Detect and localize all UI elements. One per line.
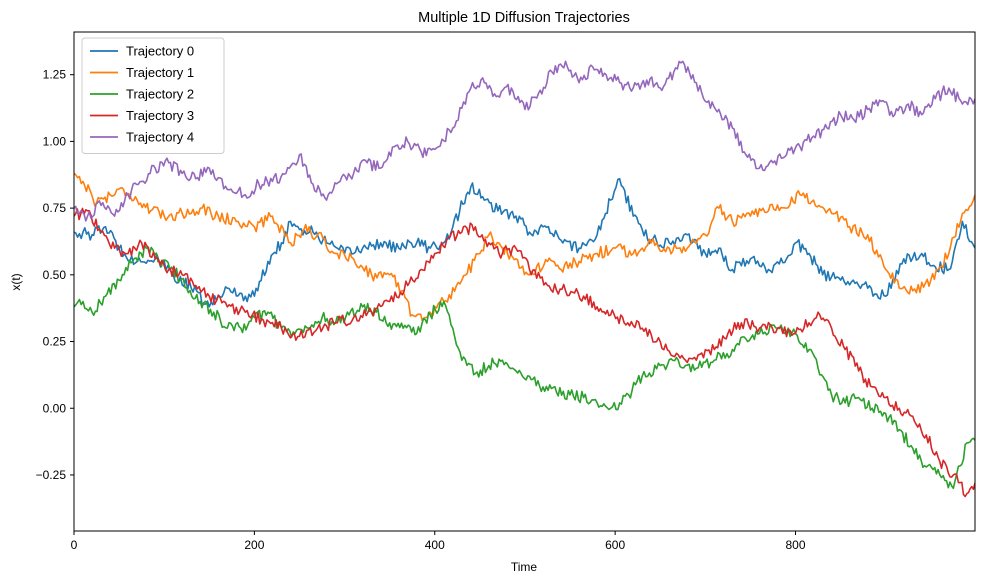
x-tick-label: 800 — [786, 538, 806, 552]
legend: Trajectory 0 Trajectory 1 Trajectory 2 Traj… — [81, 37, 225, 154]
y-axis-ticks: −0.25 0.00 0.25 0.50 0.75 1.00 1.25 — [36, 68, 74, 482]
x-tick-label: 200 — [244, 538, 264, 552]
legend-box — [81, 37, 225, 154]
y-tick-label: 0.75 — [43, 201, 67, 215]
y-axis-label: x(t) — [9, 273, 23, 290]
chart-title: Multiple 1D Diffusion Trajectories — [418, 10, 630, 26]
series-line-trajectory-2 — [74, 244, 975, 490]
plot-area — [74, 60, 975, 498]
legend-label-trajectory-0: Trajectory 0 — [126, 44, 194, 59]
y-tick-label: 1.00 — [43, 134, 67, 148]
x-axis-label: Time — [511, 560, 538, 574]
legend-label-trajectory-1: Trajectory 1 — [126, 65, 194, 80]
y-tick-label: −0.25 — [36, 468, 67, 482]
series-line-trajectory-4 — [74, 60, 975, 222]
y-tick-label: 0.25 — [43, 335, 67, 349]
series-line-trajectory-1 — [74, 172, 975, 322]
legend-label-trajectory-4: Trajectory 4 — [126, 130, 194, 145]
y-tick-label: 1.25 — [43, 68, 67, 82]
y-tick-label: 0.00 — [43, 401, 67, 415]
series-line-trajectory-3 — [74, 207, 975, 498]
legend-label-trajectory-3: Trajectory 3 — [126, 108, 194, 123]
x-tick-label: 400 — [425, 538, 445, 552]
legend-label-trajectory-2: Trajectory 2 — [126, 87, 194, 102]
plot-frame — [73, 31, 976, 532]
y-tick-label: 0.50 — [43, 268, 67, 282]
x-tick-label: 600 — [605, 538, 625, 552]
x-axis-ticks: 0 200 400 600 800 — [71, 531, 806, 552]
x-tick-label: 0 — [71, 538, 78, 552]
series-line-trajectory-0 — [74, 177, 975, 308]
